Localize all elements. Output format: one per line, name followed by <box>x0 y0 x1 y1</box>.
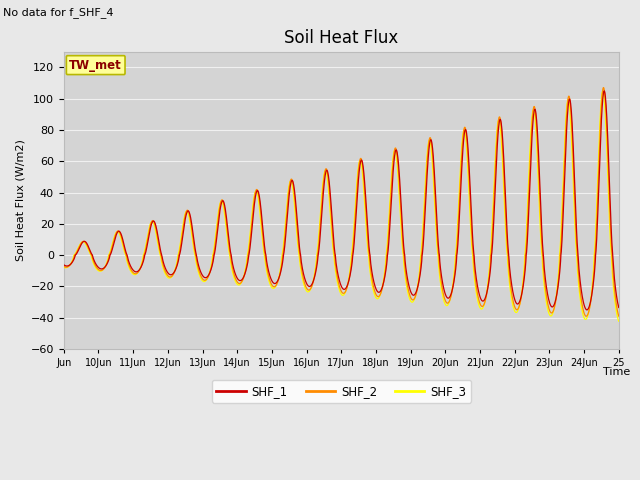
SHF_3 <box>316 215 324 220</box>
SHF_1 <box>327 195 335 201</box>
SHF_2 <box>316 224 324 229</box>
SHF_1 <box>609 246 616 252</box>
SHF_2 <box>582 313 590 319</box>
SHF_3 <box>615 318 623 324</box>
SHF_2 <box>472 281 480 287</box>
SHF_1 <box>147 225 154 230</box>
SHF_2 <box>600 84 607 90</box>
SHF_1 <box>316 234 324 240</box>
X-axis label: Time: Time <box>603 367 630 377</box>
SHF_1 <box>60 262 68 268</box>
SHF_3 <box>60 264 68 270</box>
Text: No data for f_SHF_4: No data for f_SHF_4 <box>3 7 114 18</box>
SHF_1 <box>554 288 561 294</box>
Title: Soil Heat Flux: Soil Heat Flux <box>284 29 398 48</box>
SHF_3 <box>472 288 480 293</box>
SHF_3 <box>147 220 154 226</box>
SHF_1 <box>472 273 480 279</box>
SHF_1 <box>600 88 608 94</box>
SHF_2 <box>615 313 623 319</box>
SHF_1 <box>583 307 591 313</box>
Y-axis label: Soil Heat Flux (W/m2): Soil Heat Flux (W/m2) <box>15 139 25 261</box>
SHF_3 <box>599 88 607 94</box>
SHF_2 <box>554 288 561 294</box>
SHF_1 <box>615 305 623 311</box>
SHF_3 <box>327 215 335 220</box>
Text: TW_met: TW_met <box>69 59 122 72</box>
SHF_2 <box>327 204 335 210</box>
SHF_3 <box>608 263 616 269</box>
SHF_3 <box>554 284 561 289</box>
Legend: SHF_1, SHF_2, SHF_3: SHF_1, SHF_2, SHF_3 <box>212 380 471 403</box>
Line: SHF_1: SHF_1 <box>64 91 619 310</box>
SHF_2 <box>147 222 154 228</box>
SHF_2 <box>609 255 616 261</box>
SHF_2 <box>60 264 68 269</box>
Line: SHF_3: SHF_3 <box>64 91 619 321</box>
Line: SHF_2: SHF_2 <box>64 87 619 316</box>
